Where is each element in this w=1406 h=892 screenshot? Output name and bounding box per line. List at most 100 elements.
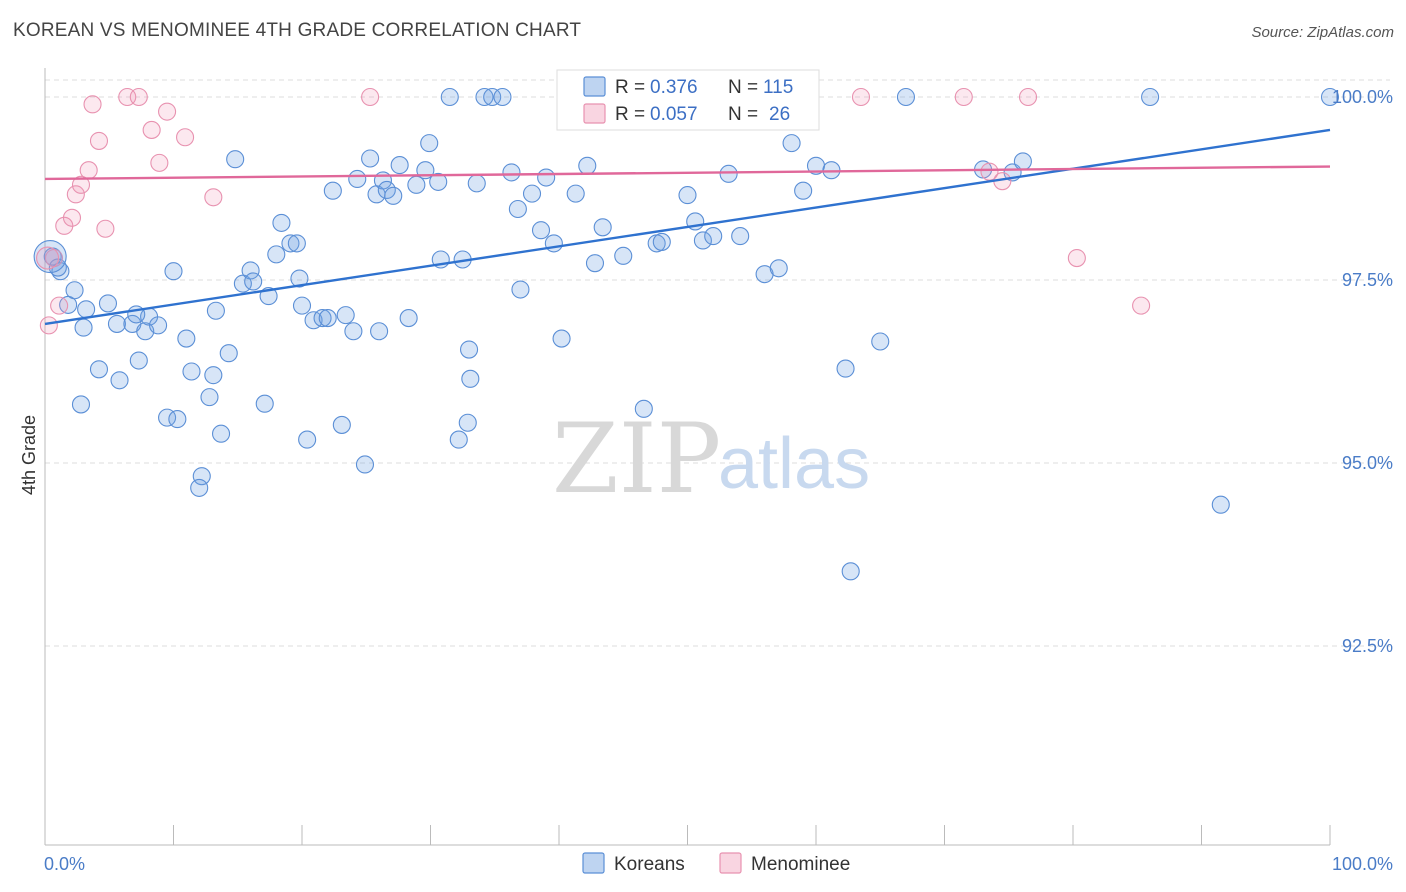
korean-point xyxy=(449,430,468,449)
menominee-point xyxy=(1132,296,1151,315)
korean-point xyxy=(794,181,813,200)
stats-n-value: 26 xyxy=(769,104,790,125)
korean-point xyxy=(255,394,274,413)
korean-point xyxy=(313,309,332,328)
korean-point xyxy=(298,430,317,449)
menominee-point xyxy=(96,219,115,238)
menominee-point xyxy=(954,87,973,107)
korean-point xyxy=(552,329,571,348)
korean-point xyxy=(483,87,502,107)
x-tick-labels: 0.0% 100.0% xyxy=(44,854,1393,874)
korean-point xyxy=(841,562,860,581)
korean-point xyxy=(348,169,367,189)
stats-n-value: 115 xyxy=(763,77,793,98)
korean-point xyxy=(71,395,91,414)
korean-point xyxy=(344,322,363,341)
stats-swatch-koreans xyxy=(583,76,606,97)
korean-point xyxy=(204,366,223,385)
korean-point xyxy=(782,134,801,153)
korean-point xyxy=(244,272,263,291)
stats-legend: R = 0.376 N = 115 R = 0.057 N = 26 xyxy=(556,69,820,131)
menominee-point xyxy=(1018,87,1038,107)
korean-point xyxy=(77,300,96,319)
menominee-trend-line xyxy=(44,165,1331,181)
korean-point xyxy=(475,87,494,107)
korean-point xyxy=(719,164,738,183)
stats-swatch-menominee xyxy=(583,103,606,124)
legend-label-menominee: Menominee xyxy=(751,854,850,875)
korean-point xyxy=(704,227,723,246)
korean-point xyxy=(531,221,551,240)
korean-point xyxy=(511,280,530,299)
legend-swatch-menominee xyxy=(719,852,742,874)
menominee-point xyxy=(176,128,195,147)
korean-point xyxy=(769,259,788,278)
korean-point xyxy=(458,413,477,432)
korean-point xyxy=(459,340,479,359)
korean-point xyxy=(74,318,93,337)
axes xyxy=(44,68,1331,846)
korean-point xyxy=(693,231,712,250)
korean-point xyxy=(407,175,426,194)
korean-point xyxy=(192,467,211,486)
korean-point xyxy=(272,213,291,232)
korean-point xyxy=(508,199,527,219)
menominee-point xyxy=(62,208,82,227)
watermark-atlas: atlas xyxy=(718,424,870,504)
korean-point xyxy=(614,246,633,265)
korean-point xyxy=(390,156,409,175)
korean-point xyxy=(318,309,337,328)
grid-lines xyxy=(45,79,1390,647)
korean-point xyxy=(241,261,260,280)
menominee-point xyxy=(71,175,91,194)
korean-point xyxy=(429,172,448,191)
stats-n-label: N = xyxy=(728,104,758,125)
menominee-point xyxy=(83,95,102,114)
korean-point xyxy=(420,134,439,153)
korean-point xyxy=(1013,152,1032,171)
korean-point xyxy=(467,174,486,193)
korean-point xyxy=(634,399,653,418)
korean-point xyxy=(164,262,183,281)
watermark-zip: ZIP xyxy=(552,403,721,515)
y-tick-label: 100.0% xyxy=(1332,87,1393,107)
korean-point xyxy=(219,344,238,363)
korean-point xyxy=(871,332,890,351)
data-points xyxy=(33,87,1340,581)
korean-point xyxy=(440,87,459,107)
korean-point xyxy=(98,294,118,313)
korean-point xyxy=(896,87,916,107)
korean-point xyxy=(287,234,306,253)
korean-point xyxy=(1211,495,1230,514)
legend-label-koreans: Koreans xyxy=(614,854,685,875)
korean-point xyxy=(461,369,480,388)
korean-point xyxy=(502,163,521,182)
menominee-point xyxy=(150,153,169,172)
korean-point xyxy=(107,314,127,333)
stats-r-label: R = xyxy=(615,104,645,125)
korean-point xyxy=(493,87,512,107)
korean-point xyxy=(522,184,542,203)
x-tick-label: 0.0% xyxy=(44,854,85,874)
korean-point xyxy=(323,181,342,200)
menominee-point xyxy=(361,87,380,107)
korean-point xyxy=(292,296,312,315)
y-tick-label: 97.5% xyxy=(1342,270,1393,290)
korean-point xyxy=(129,351,148,370)
trend-lines xyxy=(44,128,1331,326)
korean-point xyxy=(110,371,129,390)
menominee-point xyxy=(89,131,109,150)
stats-r-label: R = xyxy=(615,77,645,98)
korean-point xyxy=(355,455,375,474)
menominee-point xyxy=(204,188,223,207)
korean-trend-line xyxy=(44,128,1331,326)
y-tick-labels: 92.5% 95.0% 97.5% 100.0% xyxy=(1332,87,1393,656)
korean-point xyxy=(384,186,403,205)
stats-r-value: 0.057 xyxy=(650,104,698,125)
korean-point xyxy=(537,168,556,187)
korean-point xyxy=(731,227,750,246)
y-tick-label: 92.5% xyxy=(1342,636,1393,656)
korean-point xyxy=(281,234,300,253)
korean-point xyxy=(182,362,201,381)
korean-point xyxy=(177,329,196,348)
